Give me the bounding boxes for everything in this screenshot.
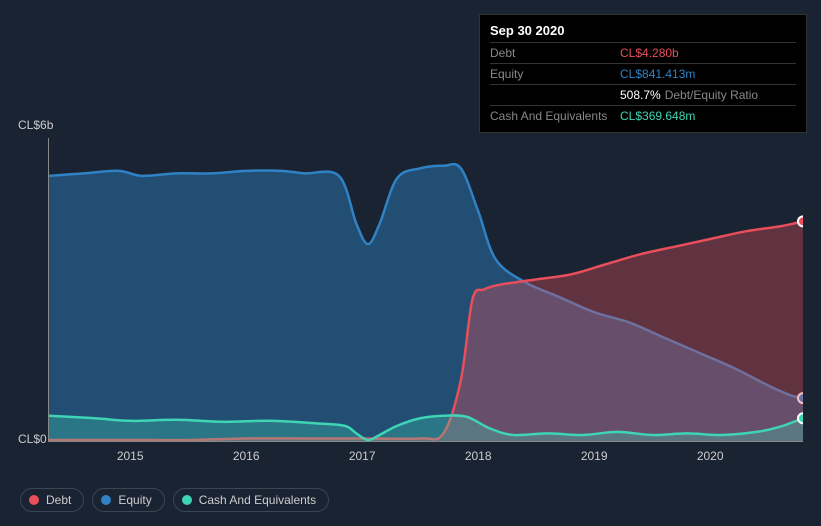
x-axis-tick-label: 2020 [697, 449, 724, 463]
chart-svg [49, 138, 803, 441]
tooltip-row-value: CL$369.648m [620, 109, 695, 123]
plot-area[interactable]: 201520162017201820192020 [48, 138, 803, 442]
legend: Debt Equity Cash And Equivalents [20, 488, 329, 512]
x-axis-tick-label: 2015 [117, 449, 144, 463]
tooltip-row-label: Debt [490, 46, 620, 60]
tooltip-row-label [490, 88, 620, 102]
tooltip-row-value: 508.7% [620, 88, 661, 102]
legend-dot-icon [29, 495, 39, 505]
legend-item-label: Equity [118, 493, 151, 507]
legend-dot-icon [182, 495, 192, 505]
x-axis-tick-label: 2019 [581, 449, 608, 463]
tooltip-panel: Sep 30 2020 DebtCL$4.280bEquityCL$841.41… [479, 14, 807, 133]
y-axis-top-label: CL$6b [18, 118, 53, 132]
legend-item[interactable]: Cash And Equivalents [173, 488, 329, 512]
x-axis-tick-label: 2018 [465, 449, 492, 463]
legend-item[interactable]: Equity [92, 488, 164, 512]
series-end-marker-icon [798, 413, 803, 423]
legend-item[interactable]: Debt [20, 488, 84, 512]
y-axis-bottom-label: CL$0 [18, 432, 47, 446]
legend-item-label: Debt [46, 493, 71, 507]
tooltip-row-label: Cash And Equivalents [490, 109, 620, 123]
series-end-marker-icon [798, 216, 803, 226]
chart-container: CL$6b CL$0 201520162017201820192020 [18, 120, 803, 466]
tooltip-row-suffix: Debt/Equity Ratio [665, 88, 758, 102]
legend-item-label: Cash And Equivalents [199, 493, 316, 507]
tooltip-row: EquityCL$841.413m [490, 63, 796, 84]
legend-dot-icon [101, 495, 111, 505]
tooltip-row-label: Equity [490, 67, 620, 81]
x-axis-tick-label: 2017 [349, 449, 376, 463]
tooltip-row: DebtCL$4.280b [490, 42, 796, 63]
x-axis-tick-label: 2016 [233, 449, 260, 463]
tooltip-row-value: CL$4.280b [620, 46, 679, 60]
tooltip-date: Sep 30 2020 [490, 21, 796, 42]
tooltip-row: 508.7% Debt/Equity Ratio [490, 84, 796, 105]
tooltip-row: Cash And EquivalentsCL$369.648m [490, 105, 796, 126]
tooltip-row-value: CL$841.413m [620, 67, 695, 81]
